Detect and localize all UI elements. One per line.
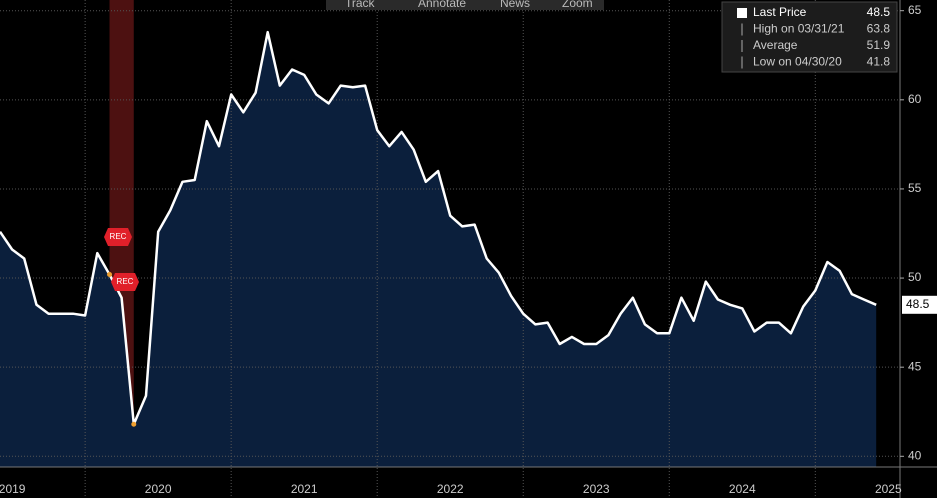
legend: Last Price 48.5 High on 03/31/21 63.8 Averag…: [737, 5, 890, 69]
toolbar-item[interactable]: News: [500, 0, 530, 10]
legend-label: Low on 04/30/20: [753, 55, 842, 69]
area: [0, 32, 877, 467]
toolbar-item[interactable]: Track: [345, 0, 376, 10]
x-tick-label: 2023: [583, 482, 610, 496]
y-tick-label: 45: [908, 359, 922, 373]
last-value-tag: [902, 295, 937, 314]
rec-marker: [111, 273, 139, 291]
event-dot: [107, 271, 113, 277]
legend-box: [721, 1, 898, 73]
toolbar-item[interactable]: Zoom: [562, 0, 593, 10]
toolbar-item[interactable]: Annotate: [418, 0, 466, 10]
event-dot: [131, 421, 137, 427]
legend-label: Last Price: [753, 5, 807, 19]
last-value-label: 48.5: [906, 297, 930, 311]
y-tick-label: 40: [908, 448, 922, 462]
y-tick-label: 60: [908, 92, 922, 106]
rec-label: REC: [117, 277, 134, 286]
legend-swatch: [737, 8, 747, 18]
plot-area: REC REC: [0, 0, 900, 498]
toolbar: [326, 0, 604, 10]
y-tick-label: 55: [908, 181, 922, 195]
x-tick-label: 2021: [291, 482, 318, 496]
x-tick-label: 2020: [145, 482, 172, 496]
legend-label: High on 03/31/21: [753, 22, 845, 36]
toolbar-items: Track Annotate News Zoom: [345, 0, 593, 10]
x-tick-label: 2022: [437, 482, 464, 496]
x-tick-label: 2025: [875, 482, 902, 496]
legend-value: 51.9: [867, 38, 891, 52]
y-tick-label: 50: [908, 270, 922, 284]
legend-value: 48.5: [867, 5, 891, 19]
legend-value: 63.8: [867, 22, 891, 36]
x-tick-label: 2024: [729, 482, 756, 496]
legend-value: 41.8: [867, 55, 891, 69]
legend-label: Average: [753, 38, 798, 52]
rec-marker: [104, 228, 132, 246]
y-tick-label: 65: [908, 3, 922, 17]
line: [0, 30, 877, 426]
x-tick-label: 2019: [0, 482, 26, 496]
rec-label: REC: [110, 232, 127, 241]
